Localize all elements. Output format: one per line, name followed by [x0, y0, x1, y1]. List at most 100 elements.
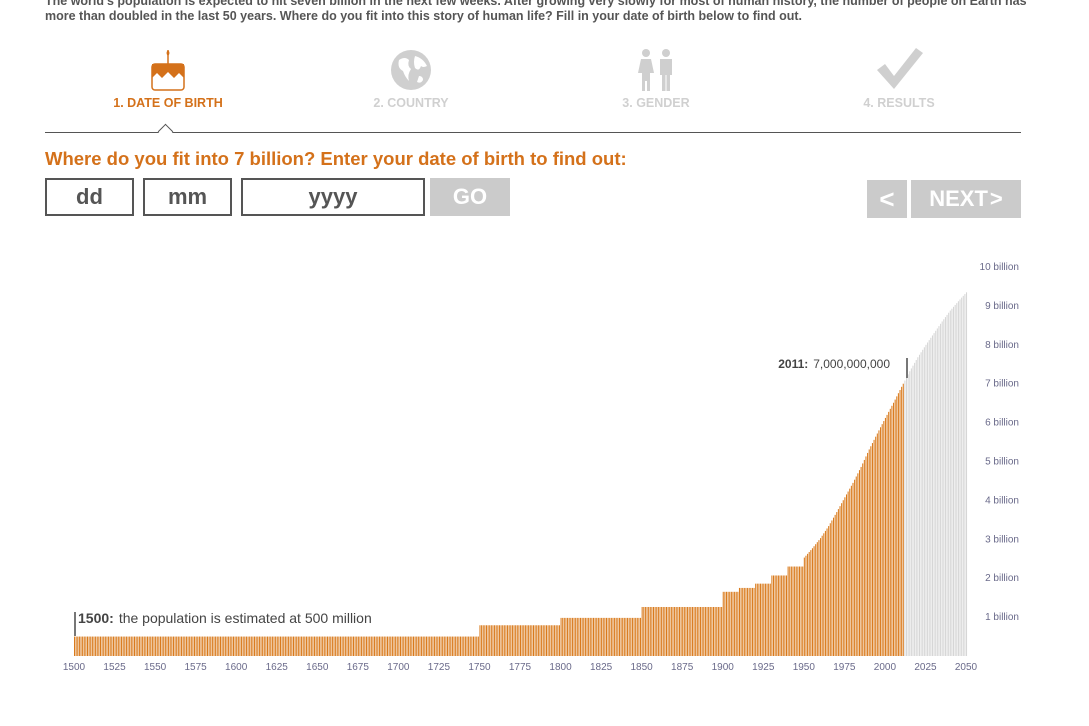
bar-1702 — [401, 636, 403, 656]
bar-1530 — [122, 636, 124, 656]
step-country[interactable]: 2. COUNTRY — [331, 42, 491, 110]
bar-1643 — [305, 636, 307, 656]
bar-1517 — [101, 636, 103, 656]
bar-1588 — [216, 636, 218, 656]
bar-1898 — [719, 606, 721, 656]
bar-2046 — [959, 299, 961, 656]
bar-2011 — [902, 383, 904, 656]
bar-1538 — [135, 636, 137, 656]
bar-1911 — [740, 587, 742, 656]
y-tick-label: 7 billion — [985, 379, 1019, 390]
bar-1985 — [860, 466, 862, 656]
bar-1698 — [395, 636, 397, 656]
bar-1680 — [365, 636, 367, 656]
bar-2043 — [954, 304, 956, 656]
bar-1886 — [700, 606, 702, 656]
bar-1868 — [670, 606, 672, 656]
x-tick-label: 1600 — [225, 662, 248, 673]
bar-2022 — [920, 352, 922, 656]
bar-1576 — [197, 636, 199, 656]
bar-1691 — [383, 636, 385, 656]
step-gender[interactable]: 3. GENDER — [576, 42, 736, 110]
bar-1795 — [552, 625, 554, 656]
previous-button[interactable]: < — [867, 180, 907, 218]
bar-1688 — [378, 636, 380, 656]
bar-1504 — [80, 636, 82, 656]
bar-1943 — [792, 566, 794, 656]
bar-2010 — [901, 386, 903, 656]
bar-1690 — [382, 636, 384, 656]
bar-1791 — [545, 625, 547, 656]
bar-1514 — [96, 636, 98, 656]
bar-2036 — [943, 319, 945, 656]
bar-1893 — [711, 606, 713, 656]
step-label: 1. DATE OF BIRTH — [113, 96, 223, 110]
bar-1919 — [753, 587, 755, 656]
bar-1992 — [871, 443, 873, 656]
globe-icon — [331, 42, 491, 92]
bar-1926 — [764, 583, 766, 656]
bar-1561 — [172, 636, 174, 656]
bar-1825 — [601, 617, 603, 656]
bar-1972 — [839, 506, 841, 656]
bar-1500 — [74, 636, 76, 656]
bar-1647 — [312, 636, 314, 656]
bar-1861 — [659, 606, 661, 656]
bar-1927 — [766, 583, 768, 656]
bar-1959 — [818, 540, 820, 656]
bar-1905 — [730, 591, 732, 656]
bar-1836 — [618, 617, 620, 656]
bar-1810 — [576, 617, 578, 656]
step-date-of-birth[interactable]: 1. DATE OF BIRTH — [88, 42, 248, 110]
year-input[interactable] — [241, 178, 425, 216]
bar-2000 — [884, 417, 886, 656]
bar-2040 — [949, 310, 951, 656]
x-tick-label: 1575 — [185, 662, 208, 673]
bar-1785 — [536, 625, 538, 656]
bar-1579 — [202, 636, 204, 656]
bar-2012 — [904, 380, 906, 656]
bar-1986 — [862, 463, 864, 656]
bar-1817 — [588, 617, 590, 656]
bar-1760 — [495, 625, 497, 656]
bar-1781 — [529, 625, 531, 656]
day-input[interactable] — [45, 178, 134, 216]
bar-1917 — [750, 587, 752, 656]
x-tick-label: 1975 — [833, 662, 856, 673]
bar-1664 — [339, 636, 342, 656]
bar-1803 — [565, 617, 567, 656]
bar-1841 — [627, 617, 629, 656]
bar-1637 — [296, 636, 298, 656]
bar-1674 — [356, 636, 358, 656]
bar-2003 — [889, 408, 891, 656]
bar-1956 — [813, 546, 815, 656]
go-button[interactable]: GO — [430, 178, 510, 216]
bar-1599 — [234, 636, 236, 656]
bar-1910 — [738, 587, 740, 656]
bar-1888 — [703, 606, 705, 656]
bar-1796 — [554, 625, 556, 656]
bar-1818 — [589, 617, 591, 656]
bar-1758 — [492, 625, 494, 656]
y-tick-label: 4 billion — [985, 495, 1019, 506]
bar-1586 — [213, 636, 215, 656]
bar-1661 — [335, 636, 337, 656]
question-heading: Where do you fit into 7 billion? Enter y… — [45, 148, 627, 169]
bar-1942 — [790, 566, 792, 656]
step-results[interactable]: 4. RESULTS — [819, 42, 979, 110]
bar-1837 — [620, 617, 622, 656]
bar-1982 — [855, 476, 857, 656]
bar-1519 — [104, 636, 106, 656]
next-button[interactable]: NEXT > — [911, 180, 1021, 218]
bar-2035 — [941, 321, 943, 656]
bar-1570 — [187, 636, 189, 656]
bar-2008 — [897, 393, 899, 656]
bar-1932 — [774, 575, 776, 656]
bar-2044 — [956, 303, 958, 656]
bar-2009 — [899, 390, 901, 656]
bar-1578 — [200, 636, 202, 656]
bar-1736 — [456, 636, 458, 656]
bar-1506 — [83, 636, 85, 656]
month-input[interactable] — [143, 178, 232, 216]
bar-1640 — [301, 636, 303, 656]
